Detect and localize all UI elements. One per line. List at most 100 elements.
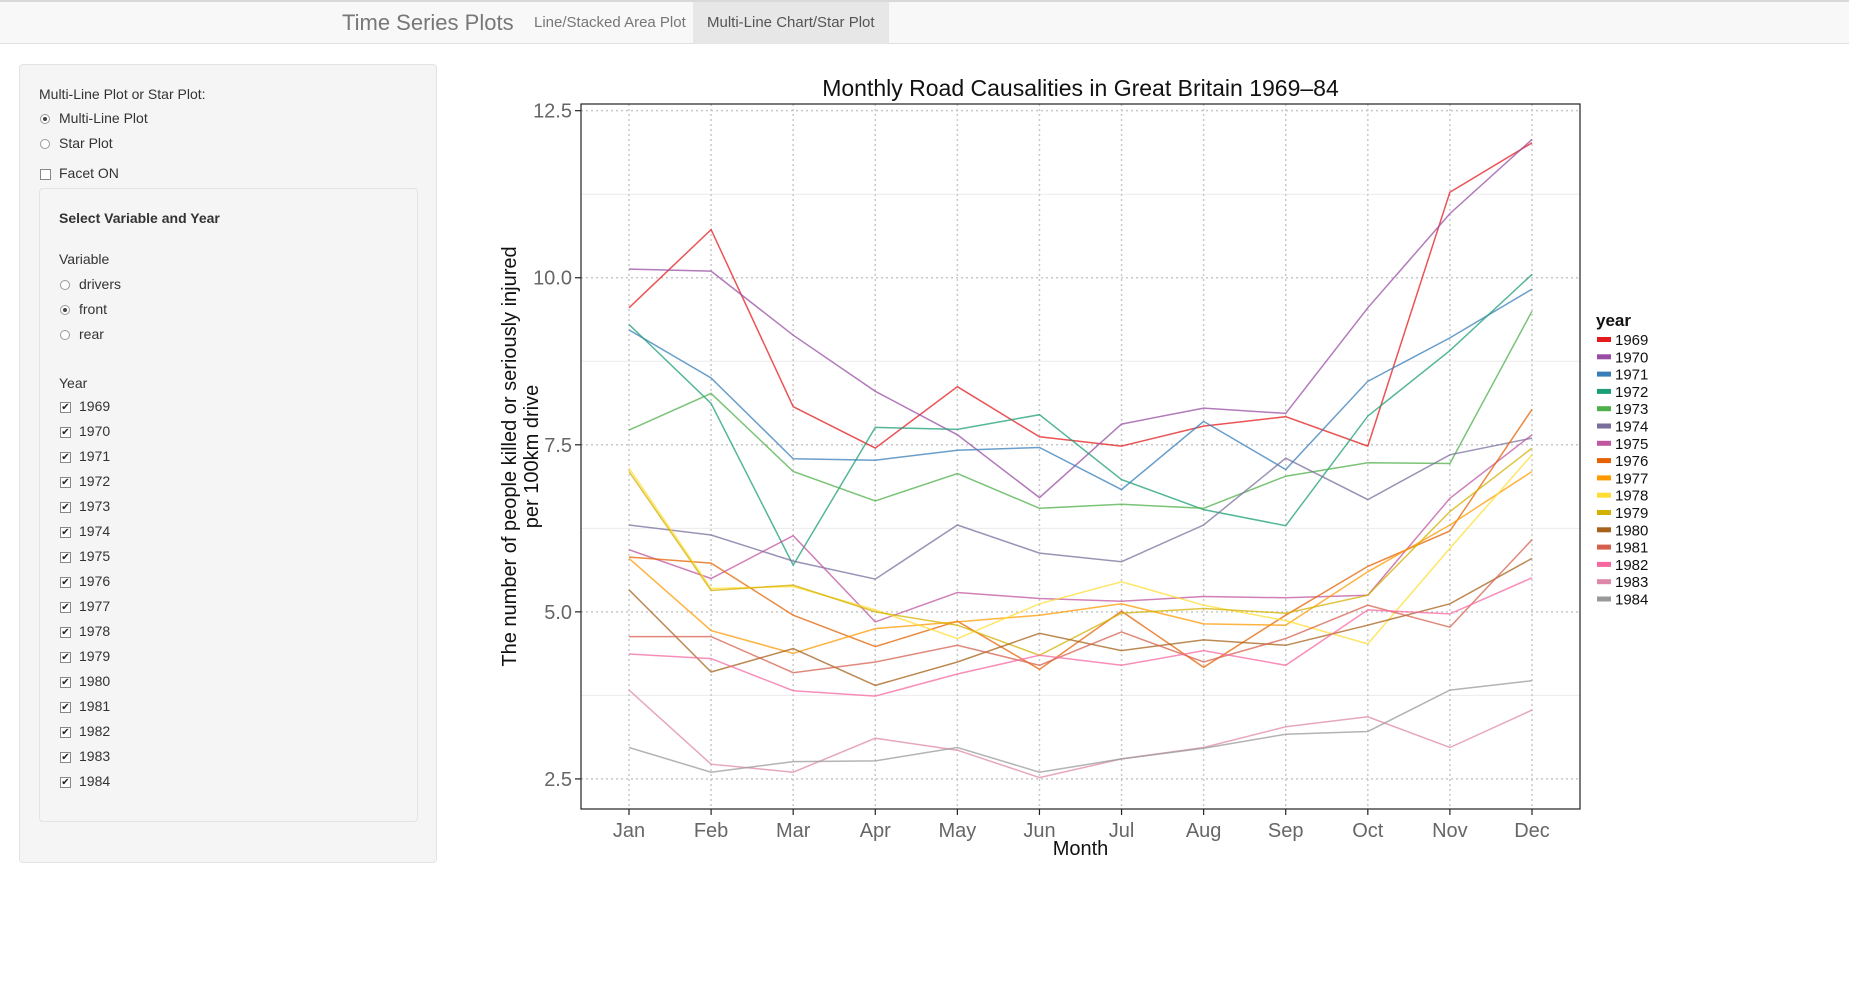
tab-line-stacked-area-plot[interactable]: Line/Stacked Area Plot	[534, 14, 686, 31]
year-checkbox-label-1975[interactable]: 1975	[79, 548, 111, 564]
series-line-1974	[628, 437, 1533, 580]
year-checkbox-1969[interactable]: ✔	[60, 402, 71, 413]
year-checkbox-label-1974[interactable]: 1974	[79, 523, 111, 539]
x-tick-label: Aug	[1186, 820, 1222, 842]
tab-multi-line-star-plot[interactable]: Multi-Line Chart/Star Plot	[693, 2, 889, 44]
chart-title: Monthly Road Causalities in Great Britai…	[822, 75, 1339, 101]
legend-swatch-1975	[1597, 440, 1611, 446]
radio-star-plot[interactable]	[40, 139, 50, 149]
year-checkbox-1972[interactable]: ✔	[60, 477, 71, 488]
year-checkbox-1982[interactable]: ✔	[60, 727, 71, 738]
year-checkbox-label-1977[interactable]: 1977	[79, 598, 111, 614]
year-checkbox-label-1972[interactable]: 1972	[79, 473, 111, 489]
legend-swatch-1978	[1597, 492, 1611, 498]
year-checkbox-1981[interactable]: ✔	[60, 702, 71, 713]
year-checkbox-label-1978[interactable]: 1978	[79, 623, 111, 639]
radio-rear-label[interactable]: rear	[79, 326, 104, 342]
panel-title: Select Variable and Year	[59, 210, 220, 226]
year-checkbox-1980[interactable]: ✔	[60, 677, 71, 688]
year-checkbox-1975[interactable]: ✔	[60, 552, 71, 563]
legend-label-1980: 1980	[1615, 522, 1648, 539]
year-label: Year	[59, 375, 88, 391]
year-checkbox-1983[interactable]: ✔	[60, 752, 71, 763]
series-line-1969	[628, 142, 1533, 449]
legend-swatch-1977	[1597, 475, 1611, 481]
series-line-1975	[628, 434, 1533, 623]
series-line-1971	[628, 288, 1533, 491]
series-line-1977	[628, 470, 1533, 655]
legend-swatch-1981	[1597, 544, 1611, 550]
year-checkbox-1973[interactable]: ✔	[60, 502, 71, 513]
year-checkbox-1971[interactable]: ✔	[60, 452, 71, 463]
year-checkbox-label-1982[interactable]: 1982	[79, 723, 111, 739]
series-line-1983	[628, 689, 1533, 779]
legend-label-1975: 1975	[1615, 436, 1648, 453]
x-tick-label: Apr	[860, 820, 891, 842]
year-checkbox-1984[interactable]: ✔	[60, 777, 71, 788]
y-tick-label: 2.5	[544, 769, 572, 791]
radio-rear[interactable]	[60, 330, 70, 340]
year-checkbox-label-1973[interactable]: 1973	[79, 498, 111, 514]
legend-swatch-1973	[1597, 406, 1611, 412]
legend-label-1974: 1974	[1615, 419, 1648, 436]
radio-multi-line-plot-label[interactable]: Multi-Line Plot	[59, 110, 148, 126]
x-axis-label: Month	[1053, 838, 1109, 860]
variable-label: Variable	[59, 251, 110, 267]
year-checkbox-label-1976[interactable]: 1976	[79, 573, 111, 589]
x-tick-label: Oct	[1352, 820, 1384, 842]
plot-type-label: Multi-Line Plot or Star Plot:	[39, 86, 206, 102]
x-tick-label: Jun	[1023, 820, 1055, 842]
multi-line-chart: 2.5 5.0 7.5 10.0 12.5 Jan Feb Mar Apr May Jun Jul Au…	[499, 75, 1648, 860]
series-line-1973	[628, 310, 1533, 510]
y-axis-label-line: per 100km drive	[521, 385, 543, 528]
x-tick-label: Nov	[1432, 820, 1468, 842]
series-line-1980	[628, 557, 1533, 687]
radio-multi-line-plot[interactable]	[40, 114, 50, 124]
year-checkbox-1970[interactable]: ✔	[60, 427, 71, 438]
legend-label-1970: 1970	[1615, 349, 1648, 366]
legend-swatch-1980	[1597, 527, 1611, 533]
legend-label-1981: 1981	[1615, 540, 1648, 557]
year-checkbox-1974[interactable]: ✔	[60, 527, 71, 538]
year-checkbox-label-1970[interactable]: 1970	[79, 423, 111, 439]
radio-drivers-label[interactable]: drivers	[79, 276, 122, 292]
series-line-1979	[628, 447, 1533, 657]
year-checkbox-label-1979[interactable]: 1979	[79, 648, 111, 664]
y-tick-label: 7.5	[544, 435, 572, 457]
x-tick-label: Mar	[776, 820, 811, 842]
navbar: Time Series Plots Line/Stacked Area Plot…	[0, 0, 1849, 44]
year-checkbox-1978[interactable]: ✔	[60, 627, 71, 638]
radio-front[interactable]	[60, 305, 70, 315]
legend-swatch-1979	[1597, 510, 1611, 515]
facet-checkbox-label[interactable]: Facet ON	[59, 165, 119, 181]
year-checkbox-label-1971[interactable]: 1971	[79, 448, 111, 464]
radio-star-plot-label[interactable]: Star Plot	[59, 135, 113, 151]
year-checkbox-1979[interactable]: ✔	[60, 652, 71, 663]
series-line-1978	[628, 454, 1533, 645]
app-title: Time Series Plots	[342, 10, 514, 35]
radio-drivers[interactable]	[60, 280, 70, 290]
x-tick-label: Feb	[694, 820, 728, 842]
year-checkbox-label-1981[interactable]: 1981	[79, 698, 111, 714]
y-axis-label-line: The number of people killed or seriously…	[499, 246, 521, 666]
legend-label-1973: 1973	[1615, 401, 1648, 418]
legend-label-1984: 1984	[1615, 592, 1648, 609]
radio-front-label[interactable]: front	[79, 301, 108, 317]
legend-swatch-1982	[1597, 561, 1611, 567]
y-tick-label: 5.0	[544, 602, 572, 624]
y-tick-label: 10.0	[533, 268, 572, 290]
year-checkbox-label-1983[interactable]: 1983	[79, 748, 111, 764]
facet-checkbox[interactable]	[40, 169, 51, 180]
year-checkbox-1976[interactable]: ✔	[60, 577, 71, 588]
year-checkbox-label-1984[interactable]: 1984	[79, 773, 111, 789]
legend-swatch-1976	[1597, 458, 1611, 464]
year-checkbox-label-1980[interactable]: 1980	[79, 673, 111, 689]
legend-swatch-1971	[1597, 371, 1611, 377]
legend-label-1979: 1979	[1615, 505, 1648, 522]
series-line-1982	[628, 577, 1533, 697]
x-tick-label: Jan	[613, 820, 645, 842]
year-checkbox-1977[interactable]: ✔	[60, 602, 71, 613]
year-checkbox-label-1969[interactable]: 1969	[79, 398, 111, 414]
x-tick-label: May	[938, 820, 976, 842]
series-line-1984	[628, 679, 1533, 773]
